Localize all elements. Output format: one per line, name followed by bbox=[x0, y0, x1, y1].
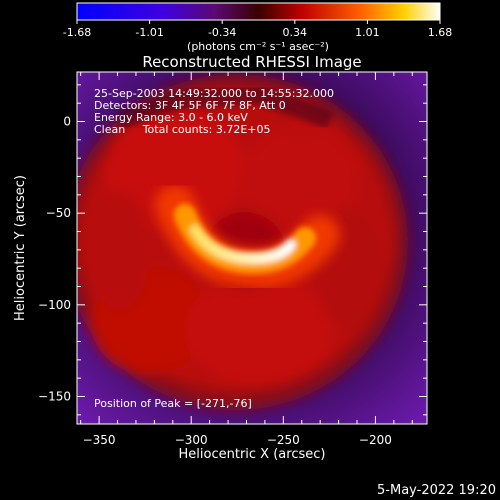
y-tick-label: −100 bbox=[38, 298, 71, 312]
y-tick-label: −150 bbox=[38, 390, 71, 404]
peak-position-label: Position of Peak = [-271,-76] bbox=[94, 397, 252, 410]
x-tick-label: −250 bbox=[267, 433, 300, 447]
colorbar-tick-label: 0.34 bbox=[283, 26, 308, 39]
heatmap-image bbox=[77, 72, 427, 424]
x-tick-label: −300 bbox=[175, 433, 208, 447]
x-tick-label: −200 bbox=[359, 433, 392, 447]
colorbar bbox=[76, 2, 441, 21]
info-line: 25-Sep-2003 14:49:32.000 to 14:55:32.000 bbox=[94, 87, 334, 100]
info-line: Detectors: 3F 4F 5F 6F 7F 8F, Att 0 bbox=[94, 99, 286, 112]
colorbar-tick-labels: -1.68 -1.01 -0.34 0.34 1.01 1.68 bbox=[63, 26, 452, 39]
info-line: Clean Total counts: 3.72E+05 bbox=[94, 123, 271, 136]
x-axis-label: Heliocentric X (arcsec) bbox=[179, 447, 326, 462]
colorbar-tick-label: -1.68 bbox=[63, 26, 91, 39]
y-tick-label: −50 bbox=[46, 206, 71, 220]
x-tick-label: −350 bbox=[83, 433, 116, 447]
y-axis-tick-labels: 0 −50 −100 −150 bbox=[38, 115, 71, 404]
info-line: Energy Range: 3.0 - 6.0 keV bbox=[94, 111, 248, 124]
chart-title: Reconstructed RHESSI Image bbox=[142, 53, 361, 71]
colorbar-unit-label: (photons cm⁻² s⁻¹ asec⁻²) bbox=[187, 40, 329, 53]
plot-frame bbox=[76, 71, 428, 425]
observation-info: 25-Sep-2003 14:49:32.000 to 14:55:32.000… bbox=[94, 87, 334, 136]
colorbar-tick-label: 1.68 bbox=[428, 26, 453, 39]
colorbar-tick-label: -0.34 bbox=[208, 26, 236, 39]
y-axis-label: Heliocentric Y (arcsec) bbox=[13, 175, 28, 321]
plot-timestamp: 5-May-2022 19:20 bbox=[377, 483, 496, 498]
x-axis-tick-labels: −350 −300 −250 −200 bbox=[83, 433, 392, 447]
colorbar-tick-label: -1.01 bbox=[135, 26, 163, 39]
colorbar-tick-label: 1.01 bbox=[355, 26, 380, 39]
y-axis-ticks bbox=[77, 84, 427, 416]
x-axis-ticks bbox=[80, 72, 413, 424]
colorbar-ticks bbox=[76, 20, 441, 24]
y-tick-label: 0 bbox=[63, 115, 71, 129]
